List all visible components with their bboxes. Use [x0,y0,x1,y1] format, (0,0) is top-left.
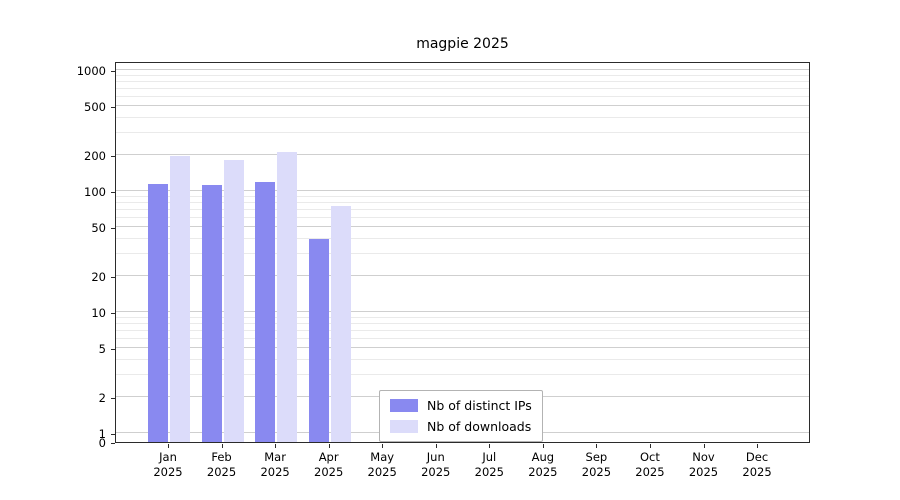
y-axis-tick-label: 20 [91,269,106,284]
y-axis-tick-label: 500 [84,100,106,115]
x-axis-tick-label: Aug 2025 [528,450,558,479]
major-gridline [116,274,809,276]
y-axis-tick-mark [111,155,115,157]
bar-downloads [170,155,190,442]
y-axis-tick-mark [111,228,115,230]
legend-item-downloads: Nb of downloads [390,419,532,434]
y-axis-tick-label: 5 [98,342,106,357]
major-gridline [116,347,809,349]
y-axis-tick-mark [111,107,115,109]
y-axis-tick-mark [111,313,115,314]
x-axis-tick-mark [382,444,384,448]
y-axis-tick-label: 0 [98,436,106,450]
legend: Nb of distinct IPs Nb of downloads [379,390,543,442]
x-axis-tick-label: Dec 2025 [742,450,772,479]
x-axis-tick-mark [649,444,651,448]
chart-title: magpie 2025 [416,36,509,52]
major-gridline [116,311,809,312]
minor-gridline [116,208,809,210]
bar-downloads [330,206,351,442]
minor-gridline [116,329,809,331]
x-axis-tick-label: Feb 2025 [206,450,237,479]
y-axis-tick-mark [111,276,115,278]
major-gridline [116,153,809,155]
bar-downloads [223,160,244,442]
minor-gridline [116,253,809,255]
x-axis-tick-mark [435,444,437,448]
minor-gridline [116,87,809,89]
x-axis-tick-label: Oct 2025 [635,450,665,479]
legend-swatch-downloads [390,420,418,433]
major-gridline [116,190,809,191]
x-axis-tick-mark [489,444,491,448]
minor-gridline [116,201,809,203]
x-axis-tick-label: Jul 2025 [474,450,504,479]
bar-distinct-ips [201,185,222,442]
minor-gridline [116,216,809,218]
x-axis-tick-mark [757,444,759,448]
minor-gridline [116,337,809,339]
bar-distinct-ips [255,182,276,442]
minor-gridline [116,322,809,324]
y-axis-tick-mark [111,192,115,193]
x-axis-tick-mark [328,444,330,448]
x-axis-tick-label: Sep 2025 [581,450,612,479]
minor-gridline [116,316,809,318]
y-axis-tick-label: 200 [84,148,106,163]
legend-label-distinct-ips: Nb of distinct IPs [427,398,532,413]
bar-distinct-ips [148,183,168,442]
y-axis-tick-mark [111,443,115,444]
x-axis-tick-label: Jun 2025 [421,450,451,479]
legend-swatch-distinct-ips [390,399,418,412]
bar-downloads [277,152,298,442]
x-axis-tick-label: Nov 2025 [688,450,719,479]
x-axis-tick-label: May 2025 [367,450,397,479]
bar-distinct-ips [308,239,329,442]
x-axis-tick-label: Mar 2025 [260,450,290,479]
major-gridline [116,226,809,228]
major-gridline [116,105,809,107]
y-axis-tick-label: 2 [98,390,106,405]
x-axis-tick-mark [542,444,544,448]
y-axis-tick-label: 50 [91,221,106,236]
plot-area: Nb of distinct IPs Nb of downloads [115,62,810,443]
legend-label-downloads: Nb of downloads [427,419,532,434]
y-axis-tick-label: 1000 [76,64,106,78]
y-axis-tick-label: 10 [91,306,106,320]
x-axis-tick-label: Apr 2025 [314,450,344,479]
y-axis-tick-mark [111,349,115,351]
minor-gridline [116,359,809,361]
major-gridline [116,69,809,70]
y-axis-tick-mark [111,434,115,435]
legend-item-distinct-ips: Nb of distinct IPs [390,398,532,413]
minor-gridline [116,195,809,197]
minor-gridline [116,74,809,76]
x-axis-tick-mark [168,444,169,448]
y-axis-tick-label: 100 [84,185,106,199]
y-axis-tick-label: 1 [98,427,106,441]
x-axis-tick-label: Jan 2025 [153,450,183,479]
x-axis-tick-mark [275,444,277,448]
y-axis-tick-mark [111,71,115,72]
x-axis-tick-mark [596,444,598,448]
x-axis-tick-mark [221,444,223,448]
minor-gridline [116,117,809,119]
y-axis-tick-mark [111,397,115,399]
minor-gridline [116,95,809,97]
x-axis-tick-mark [703,444,705,448]
minor-gridline [116,132,809,134]
minor-gridline [116,80,809,82]
minor-gridline [116,238,809,240]
minor-gridline [116,374,809,376]
